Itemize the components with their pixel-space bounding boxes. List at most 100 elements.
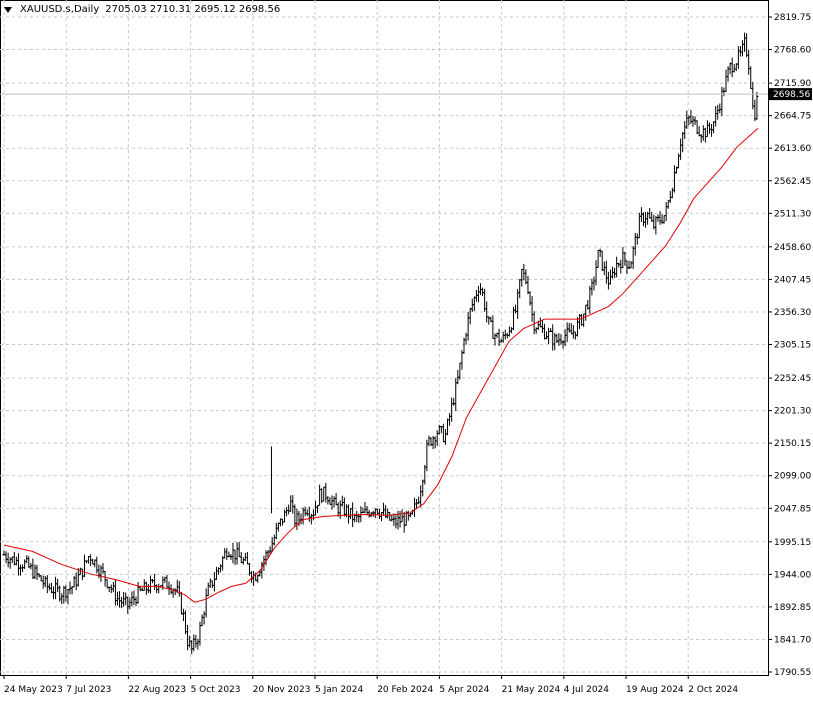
ohlc-bar	[328, 497, 332, 505]
ohlc-bar	[194, 634, 198, 648]
ohlc-bar	[419, 485, 423, 508]
price-tick-label: 1892.85	[774, 603, 811, 613]
ohlc-bar	[466, 311, 470, 341]
ohlc-bar	[56, 578, 60, 593]
ohlc-bar	[332, 496, 336, 508]
ohlc-bar	[272, 534, 276, 546]
ohlc-bar	[532, 311, 536, 335]
ohlc-bar	[91, 558, 95, 565]
ohlc-bar	[25, 555, 29, 564]
ohlc-bar	[157, 583, 161, 594]
ohlc-bar	[318, 484, 322, 506]
ohlc-bar	[670, 187, 674, 199]
ohlc-bar	[142, 579, 146, 591]
price-tick-label: 2305.15	[774, 341, 811, 351]
ohlc-bar	[705, 120, 709, 138]
ohlc-bar	[210, 580, 214, 589]
ohlc-bar	[87, 556, 91, 564]
ohlc-bar	[278, 518, 282, 527]
ohlc-bar	[4, 551, 8, 564]
ohlc-bar	[382, 502, 386, 516]
ohlc-bar	[697, 126, 701, 137]
ohlc-bar	[283, 509, 287, 523]
ohlc-bar	[126, 596, 130, 614]
plot-frame	[0, 0, 769, 676]
ohlc-bar	[43, 575, 47, 588]
ohlc-bar	[155, 584, 159, 594]
ohlc-bar	[324, 482, 328, 503]
ohlc-bar	[307, 506, 311, 522]
ohlc-bar	[592, 276, 596, 291]
ohlc-bar	[400, 509, 404, 523]
price-tick-label: 1944.00	[774, 570, 811, 580]
ohlc-bar	[200, 614, 204, 627]
ohlc-bar	[751, 81, 755, 110]
ohlc-bar	[516, 289, 520, 319]
ohlc-bar	[749, 66, 753, 89]
ohlc-bar	[474, 289, 478, 302]
ohlc-bar	[699, 133, 703, 143]
current-price-box	[769, 88, 812, 101]
symbol-label: XAUUSD.s,Daily	[20, 4, 100, 15]
ohlc-bar	[458, 362, 462, 380]
price-tick-label: 1995.15	[774, 538, 811, 548]
ohlc-bar	[219, 564, 223, 573]
time-axis[interactable]: 24 May 2023 7 Jul 2023 22 Aug 2023 5 Oct 20…	[3, 675, 738, 695]
ohlc-bar	[21, 564, 25, 573]
ohlc-bar	[712, 121, 716, 134]
ohlc-bar	[179, 591, 183, 615]
price-tick-label: 2150.15	[774, 439, 811, 449]
ohlc-bar	[604, 260, 608, 284]
ohlc-bar	[594, 260, 598, 286]
ohlc-bar	[355, 511, 359, 523]
ohlc-bar	[285, 507, 289, 517]
ohlc-bar	[524, 269, 528, 285]
ohlc-bar	[6, 552, 10, 568]
ohlc-bar	[468, 307, 472, 325]
ohlc-bar	[214, 566, 218, 580]
collapse-triangle-icon[interactable]	[4, 6, 12, 13]
ohlc-bar	[41, 575, 45, 589]
ohlc-bar	[82, 554, 86, 578]
ohlc-bar	[394, 513, 398, 529]
ohlc-bar	[448, 413, 452, 426]
ohlc-bar	[530, 296, 534, 322]
ohlc-bar	[130, 591, 134, 607]
ohlc-bar	[379, 512, 383, 522]
ohlc-bar	[452, 398, 456, 406]
ohlc-bar	[208, 578, 212, 588]
ohlc-bar	[497, 328, 501, 346]
ohlc-bar	[575, 317, 579, 337]
price-tick-label: 2356.30	[774, 308, 811, 318]
price-tick-label: 2458.60	[774, 243, 811, 253]
ohlc-bar	[691, 115, 695, 127]
ohlc-bar	[427, 435, 431, 447]
ohlc-bar	[31, 558, 35, 580]
ohlc-bar	[656, 214, 660, 222]
ohlc-bar	[16, 553, 20, 576]
ohlc-bar	[538, 317, 542, 328]
ohlc-bar	[165, 574, 169, 588]
ohlc-bar	[54, 576, 58, 600]
ohlc-bar	[132, 590, 136, 605]
ohlc-bar	[421, 479, 425, 497]
price-axis[interactable]: 2819.75 2768.60 2715.90 2664.75 2613.60 2562.…	[768, 13, 812, 678]
ohlc-bar	[212, 571, 216, 592]
ohlc-bar	[326, 496, 330, 505]
ohlc-bar	[565, 322, 569, 343]
ohlc-bar	[384, 505, 388, 518]
grid	[0, 0, 769, 676]
ohlc-bar	[64, 585, 68, 602]
ohlc-bar	[683, 121, 687, 139]
ohlc-bar	[732, 64, 736, 73]
ohlc-bar	[241, 557, 245, 565]
ohlc-bar	[12, 551, 16, 566]
ohlc-bar	[641, 212, 645, 227]
ohlc-bar	[221, 556, 225, 571]
ohlc-bar	[633, 232, 637, 256]
ohlc-bar	[35, 564, 39, 580]
ohlc-bar	[289, 495, 293, 512]
ohlc-bar	[509, 327, 513, 334]
